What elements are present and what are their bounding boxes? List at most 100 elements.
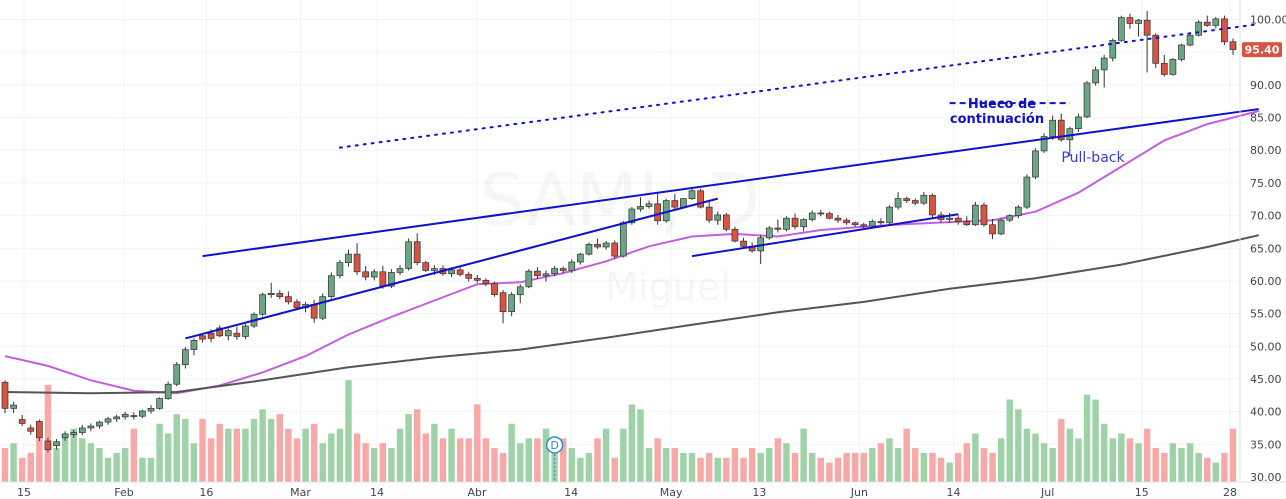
candlestick[interactable] (242, 324, 249, 340)
candlestick[interactable] (482, 278, 490, 287)
candlestick[interactable] (285, 291, 292, 305)
candlestick[interactable] (465, 271, 473, 282)
candlestick[interactable] (456, 265, 464, 277)
candlestick[interactable] (791, 213, 799, 230)
candlestick[interactable] (267, 282, 275, 298)
candlestick[interactable] (18, 414, 26, 427)
candlestick[interactable] (585, 242, 593, 256)
candlestick[interactable] (396, 265, 404, 276)
candlestick[interactable] (808, 210, 816, 222)
candlestick[interactable] (53, 439, 60, 450)
candlestick[interactable] (534, 267, 541, 279)
candlestick[interactable] (1229, 38, 1237, 55)
candlestick[interactable] (362, 265, 370, 281)
candlestick[interactable] (173, 361, 181, 387)
candlestick[interactable] (542, 270, 550, 282)
candlestick[interactable] (370, 269, 378, 281)
candlestick[interactable] (130, 412, 138, 420)
candlestick[interactable] (972, 201, 979, 227)
candlestick[interactable] (259, 292, 266, 317)
candlestick[interactable] (843, 218, 850, 225)
candlestick[interactable] (87, 423, 95, 432)
candlestick[interactable] (826, 211, 833, 220)
candlestick[interactable] (499, 290, 507, 324)
candlestick[interactable] (1083, 80, 1091, 119)
candlestick[interactable] (671, 194, 679, 210)
candlestick[interactable] (714, 211, 722, 225)
candlestick[interactable] (319, 293, 327, 321)
candlestick[interactable] (78, 424, 86, 436)
candlestick[interactable] (1143, 11, 1151, 73)
candlestick[interactable] (1160, 54, 1168, 77)
candlestick[interactable] (989, 218, 996, 240)
candlestick[interactable] (645, 200, 653, 209)
candlestick[interactable] (190, 338, 198, 356)
candlestick[interactable] (1023, 174, 1031, 210)
candlestick[interactable] (705, 199, 713, 223)
candlestick[interactable] (697, 188, 704, 209)
candlestick[interactable] (551, 265, 558, 277)
candlestick[interactable] (508, 292, 516, 317)
candlestick[interactable] (1135, 18, 1142, 37)
candlestick[interactable] (568, 259, 576, 274)
candlestick[interactable] (1109, 38, 1117, 62)
candlestick[interactable] (327, 272, 335, 299)
candlestick[interactable] (164, 381, 172, 400)
candlestick[interactable] (1169, 58, 1177, 76)
candlestick[interactable] (96, 420, 103, 429)
candlestick[interactable] (10, 401, 17, 413)
candlestick[interactable] (851, 221, 859, 227)
candlestick[interactable] (800, 218, 807, 232)
candlestick[interactable] (877, 218, 885, 225)
candlestick[interactable] (1178, 43, 1185, 62)
candlestick[interactable] (336, 260, 344, 279)
candlestick[interactable] (611, 240, 619, 259)
candlestick[interactable] (405, 238, 412, 271)
candlestick[interactable] (61, 431, 69, 442)
candlestick[interactable] (1221, 15, 1228, 46)
candlestick[interactable] (1212, 16, 1220, 29)
candlestick[interactable] (946, 212, 953, 223)
candlestick[interactable] (353, 243, 361, 276)
candlestick[interactable] (139, 409, 146, 419)
candlestick[interactable] (903, 196, 911, 204)
candlestick[interactable] (980, 202, 988, 227)
candlestick[interactable] (868, 219, 876, 229)
candlestick[interactable] (619, 220, 627, 258)
candlestick[interactable] (413, 233, 421, 266)
candlestick[interactable] (654, 192, 661, 225)
candlestick[interactable] (594, 238, 601, 249)
candlestick[interactable] (1203, 15, 1211, 27)
candlestick[interactable] (997, 218, 1005, 236)
candlestick[interactable] (1075, 113, 1082, 132)
candlestick[interactable] (1092, 66, 1099, 86)
candlestick[interactable] (422, 260, 430, 272)
candlestick[interactable] (637, 197, 644, 212)
candlestick[interactable] (731, 226, 739, 243)
candlestick[interactable] (104, 416, 112, 425)
candlestick[interactable] (559, 266, 567, 274)
candlestick[interactable] (147, 405, 155, 414)
candlestick[interactable] (954, 214, 962, 225)
dividend-circle[interactable] (545, 436, 564, 454)
candlestick[interactable] (35, 419, 43, 442)
candlestick[interactable] (765, 226, 773, 240)
candlestick[interactable] (577, 252, 584, 265)
candlestick[interactable] (70, 429, 78, 438)
candlestick[interactable] (121, 411, 129, 420)
candlestick[interactable] (929, 193, 936, 219)
candlestick[interactable] (1049, 115, 1057, 140)
candlestick[interactable] (886, 205, 893, 225)
candlestick[interactable] (774, 219, 782, 233)
candlestick[interactable] (113, 414, 120, 423)
candlestick[interactable] (860, 222, 868, 229)
candlestick[interactable] (722, 212, 730, 232)
candlestick[interactable] (1152, 33, 1160, 68)
candlestick[interactable] (834, 214, 842, 223)
candlestick[interactable] (224, 328, 232, 341)
candlestick[interactable] (1, 380, 9, 413)
candlestick[interactable] (911, 198, 919, 206)
candlestick[interactable] (894, 192, 902, 210)
